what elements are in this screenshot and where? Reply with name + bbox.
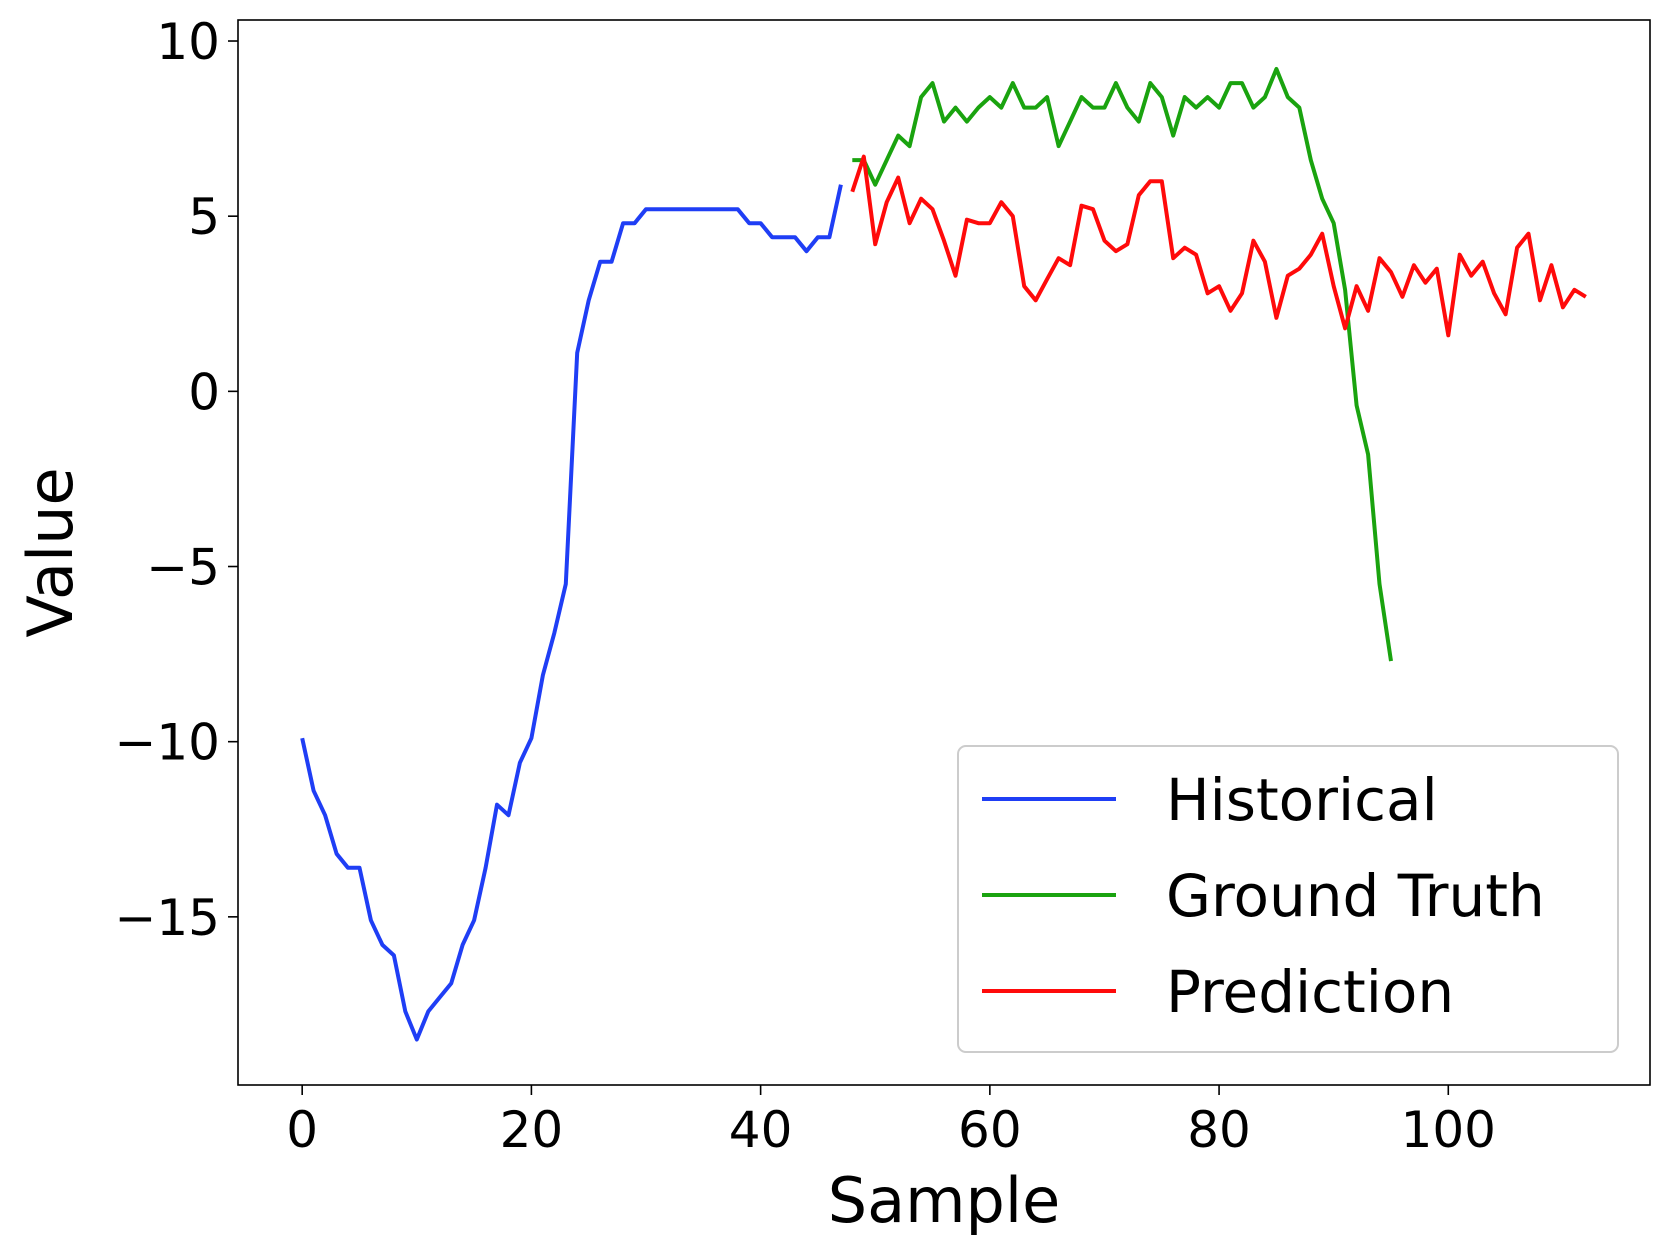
series-line-historical (300, 184, 843, 1042)
x-tick-label: 60 (958, 1101, 1022, 1159)
legend-box (957, 745, 1619, 1053)
legend: Historical Ground Truth Prediction (957, 745, 1619, 1053)
y-tick-label: 5 (188, 188, 220, 246)
y-axis: −15 −10 −5 0 5 10 (114, 13, 238, 947)
x-tick-label: 0 (286, 1101, 318, 1159)
series-layer (300, 67, 1587, 1042)
y-tick-label: −5 (146, 539, 220, 597)
series-line-prediction (850, 154, 1587, 338)
y-tick-label: −10 (114, 714, 220, 772)
legend-label-prediction: Prediction (1166, 958, 1454, 1026)
legend-label-historical: Historical (1166, 766, 1438, 834)
y-tick-label: 0 (188, 363, 220, 421)
y-tick-label: 10 (156, 13, 220, 71)
y-axis-label: Value (14, 467, 87, 637)
legend-label-ground-truth: Ground Truth (1166, 862, 1545, 930)
series-line-ground-truth (852, 67, 1393, 662)
x-tick-label: 20 (500, 1101, 564, 1159)
x-tick-label: 80 (1187, 1101, 1251, 1159)
plot-frame (237, 19, 1651, 1086)
x-axis: 0 20 40 60 80 100 (286, 1085, 1496, 1159)
x-axis-label: Sample (828, 1164, 1060, 1237)
x-tick-label: 100 (1401, 1101, 1496, 1159)
x-tick-label: 40 (729, 1101, 793, 1159)
y-tick-label: −15 (114, 889, 220, 947)
